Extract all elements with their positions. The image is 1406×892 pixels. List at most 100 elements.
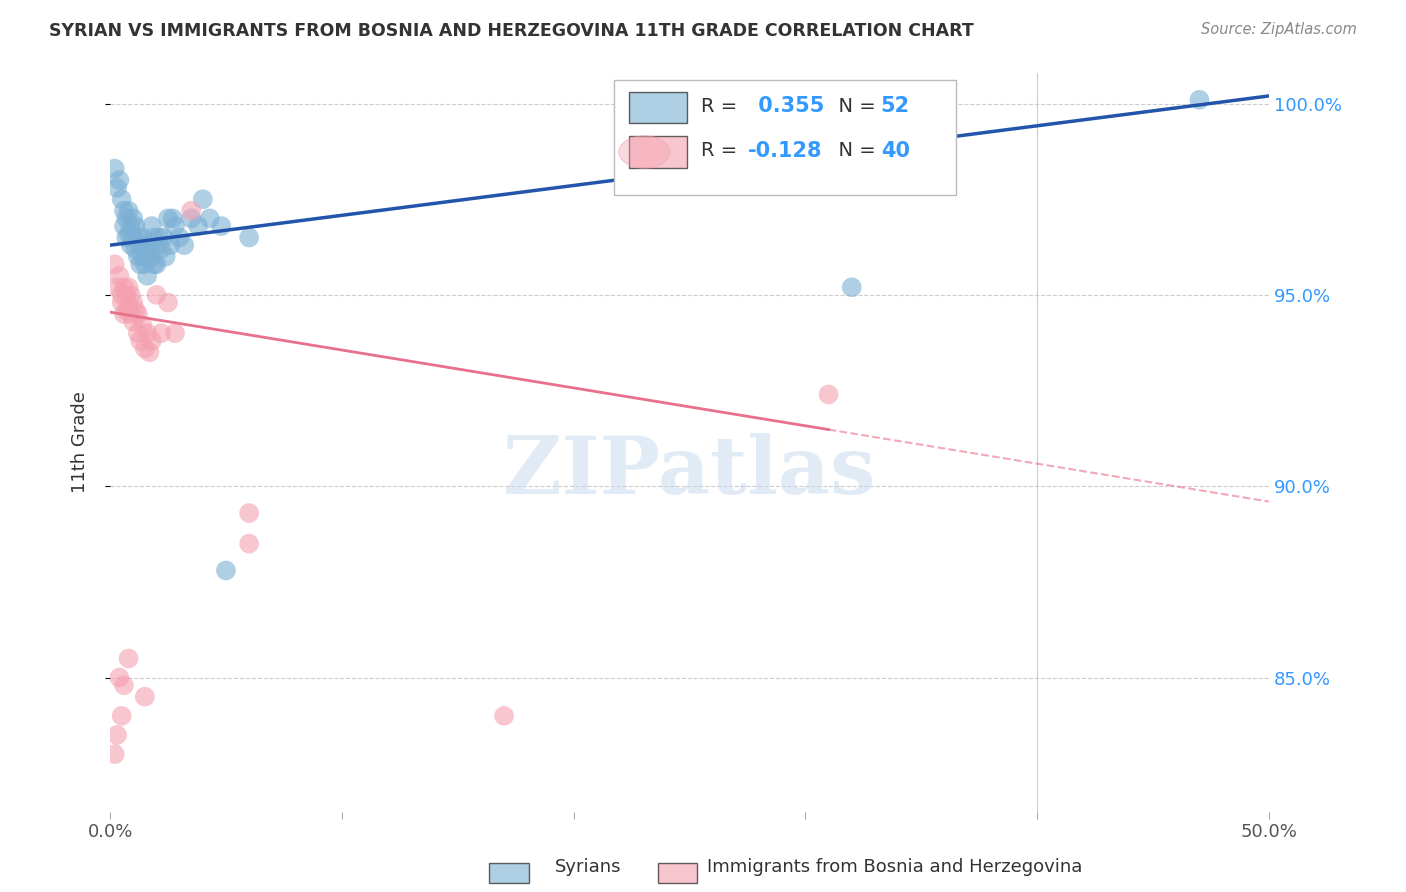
Point xyxy=(112,307,135,321)
Point xyxy=(112,203,135,218)
Point xyxy=(163,219,186,233)
Text: -0.128: -0.128 xyxy=(748,141,823,161)
Text: 40: 40 xyxy=(880,141,910,161)
Point xyxy=(156,295,179,310)
Point xyxy=(112,678,135,692)
Y-axis label: 11th Grade: 11th Grade xyxy=(72,392,89,493)
Text: Syrians: Syrians xyxy=(555,858,621,876)
Text: N =: N = xyxy=(827,141,882,160)
Point xyxy=(115,288,138,302)
Point xyxy=(131,318,153,333)
FancyBboxPatch shape xyxy=(614,80,956,194)
Point xyxy=(120,288,142,302)
Point xyxy=(127,307,149,321)
Point xyxy=(111,288,134,302)
Point xyxy=(138,242,160,256)
Point xyxy=(136,250,159,264)
Text: Immigrants from Bosnia and Herzegovina: Immigrants from Bosnia and Herzegovina xyxy=(707,858,1083,876)
Point xyxy=(105,728,128,742)
Point xyxy=(120,238,142,252)
Point xyxy=(127,250,149,264)
Point xyxy=(817,387,839,401)
Point xyxy=(112,280,135,294)
Circle shape xyxy=(619,136,669,169)
Point xyxy=(148,230,170,244)
Point xyxy=(120,219,142,233)
Point xyxy=(134,690,156,704)
Point xyxy=(198,211,221,226)
Point xyxy=(155,250,177,264)
Point xyxy=(108,268,131,283)
Point xyxy=(238,536,260,550)
Point xyxy=(187,219,209,233)
FancyBboxPatch shape xyxy=(630,92,688,123)
Point xyxy=(112,219,135,233)
Point xyxy=(163,326,186,341)
Point xyxy=(145,238,167,252)
Point xyxy=(111,709,134,723)
Point xyxy=(150,326,173,341)
Point xyxy=(136,326,159,341)
Point xyxy=(134,238,156,252)
Point xyxy=(134,342,156,356)
Point xyxy=(141,334,163,348)
Point xyxy=(141,250,163,264)
Point xyxy=(169,230,191,244)
Point xyxy=(117,227,139,241)
Point xyxy=(1188,93,1211,107)
Text: R =: R = xyxy=(702,141,744,160)
Point xyxy=(127,230,149,244)
Point xyxy=(124,303,146,318)
Point xyxy=(180,203,202,218)
Point xyxy=(215,564,238,578)
Point xyxy=(152,230,174,244)
Point xyxy=(124,242,146,256)
Point xyxy=(115,211,138,226)
Point xyxy=(150,242,173,256)
Point xyxy=(173,238,195,252)
Point xyxy=(145,257,167,271)
Point xyxy=(129,238,152,252)
Point xyxy=(156,211,179,226)
Text: ZIPatlas: ZIPatlas xyxy=(503,433,876,511)
Point xyxy=(238,506,260,520)
Point xyxy=(117,203,139,218)
Point xyxy=(180,211,202,226)
Point xyxy=(117,651,139,665)
Point xyxy=(122,315,145,329)
FancyBboxPatch shape xyxy=(630,136,688,168)
Point xyxy=(104,161,127,176)
Point xyxy=(105,280,128,294)
Point xyxy=(122,211,145,226)
Point xyxy=(127,326,149,341)
Point xyxy=(238,230,260,244)
Point xyxy=(111,192,134,206)
Point xyxy=(115,303,138,318)
Text: SYRIAN VS IMMIGRANTS FROM BOSNIA AND HERZEGOVINA 11TH GRADE CORRELATION CHART: SYRIAN VS IMMIGRANTS FROM BOSNIA AND HER… xyxy=(49,22,974,40)
Point xyxy=(108,671,131,685)
Point xyxy=(117,300,139,314)
Point xyxy=(122,295,145,310)
Point xyxy=(209,219,232,233)
Point xyxy=(122,230,145,244)
Point xyxy=(117,280,139,294)
Point xyxy=(108,173,131,187)
Point xyxy=(120,307,142,321)
Point xyxy=(143,257,166,271)
Point xyxy=(104,257,127,271)
Point xyxy=(136,268,159,283)
Point xyxy=(115,230,138,244)
Point xyxy=(141,219,163,233)
Point xyxy=(104,747,127,761)
Text: R =: R = xyxy=(702,96,744,116)
Point xyxy=(191,192,214,206)
Point xyxy=(129,257,152,271)
Point xyxy=(138,345,160,359)
Point xyxy=(143,230,166,244)
Point xyxy=(159,238,181,252)
Point xyxy=(105,181,128,195)
Point xyxy=(145,288,167,302)
Text: N =: N = xyxy=(827,96,882,116)
Point xyxy=(131,250,153,264)
Text: 0.355: 0.355 xyxy=(751,96,824,116)
